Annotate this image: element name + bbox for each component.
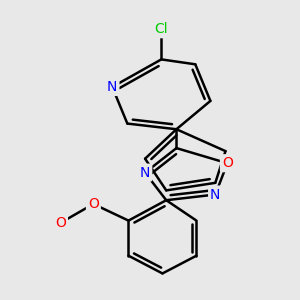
- Text: N: N: [107, 80, 117, 94]
- Text: O: O: [222, 156, 233, 170]
- Text: O: O: [88, 197, 99, 211]
- Text: O: O: [55, 216, 66, 230]
- Text: N: N: [140, 166, 150, 180]
- Text: Cl: Cl: [154, 22, 168, 36]
- Text: N: N: [210, 188, 220, 202]
